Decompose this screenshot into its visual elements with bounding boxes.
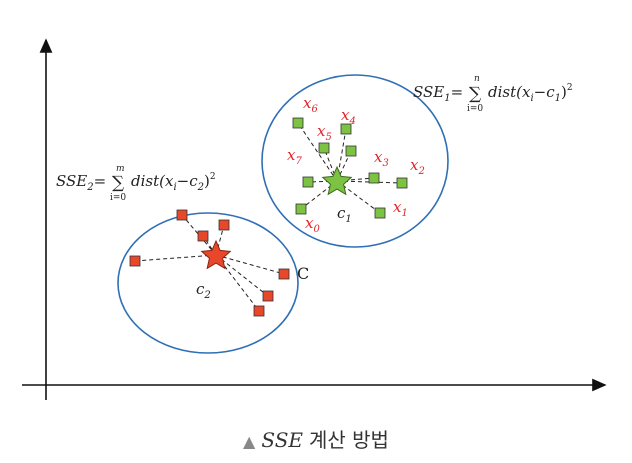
svg-text:∑: ∑ — [112, 173, 124, 193]
point-x6 — [292, 117, 304, 129]
point-r6 — [262, 290, 274, 302]
point-x2 — [396, 177, 408, 189]
svg-text:i=0: i=0 — [110, 193, 126, 203]
cluster-1-boundary — [261, 74, 449, 248]
svg-text:x5: x5 — [317, 122, 332, 143]
svg-text:SSE1=: SSE1= — [413, 83, 463, 104]
centroid-1-star-icon — [321, 165, 353, 196]
centroid-1-label: c1 — [337, 204, 352, 225]
svg-text:∑: ∑ — [469, 84, 481, 104]
svg-text:x4: x4 — [341, 106, 356, 127]
caption-text: 계산 방법 — [309, 428, 389, 452]
centroid-2-star-icon — [200, 239, 232, 270]
centroid-2-label: c2 — [196, 280, 211, 301]
point-r5 — [278, 268, 290, 280]
point-r2 — [176, 209, 188, 221]
svg-text:x6: x6 — [303, 94, 318, 115]
caption-triangle-icon: ▲ — [243, 432, 256, 451]
svg-text:dist(xi−c2)2: dist(xi−c2)2 — [131, 172, 216, 193]
point-x1 — [374, 207, 386, 219]
svg-text:n: n — [474, 74, 480, 84]
formula-sse1: SSE1= ∑ n i=0 dist(xi−c1)2 — [413, 74, 573, 114]
svg-text:dist(xi−c1)2: dist(xi−c1)2 — [488, 83, 573, 104]
point-r4 — [197, 230, 209, 242]
point-r7 — [253, 305, 265, 317]
cluster-2-boundary — [117, 212, 299, 354]
figure-caption: ▲ SSE 계산 방법 — [0, 424, 632, 453]
point-r1 — [129, 255, 141, 267]
caption-symbol: SSE — [261, 428, 303, 452]
point-x3b — [345, 145, 357, 157]
cluster-1-points — [292, 117, 408, 219]
svg-text:i=0: i=0 — [467, 104, 483, 114]
svg-text:SSE2=: SSE2= — [56, 172, 106, 193]
svg-text:x2: x2 — [410, 156, 425, 177]
svg-text:x3: x3 — [374, 148, 389, 169]
formula-sse2: SSE2= ∑ m i=0 dist(xi−c2)2 — [56, 164, 216, 203]
point-x0 — [295, 203, 307, 215]
point-r3 — [218, 219, 230, 231]
svg-text:x0: x0 — [305, 214, 320, 235]
point-x3 — [368, 172, 380, 184]
svg-text:m: m — [116, 164, 125, 174]
svg-text:x1: x1 — [393, 198, 408, 219]
svg-text:x7: x7 — [287, 146, 302, 167]
point-x4 — [340, 123, 352, 135]
point-x5 — [318, 142, 330, 154]
cluster-1-point-labels: x6 x4 x5 x7 x3 x2 x1 x0 — [287, 94, 425, 235]
cluster-2-points — [129, 209, 290, 317]
point-x7 — [302, 176, 314, 188]
cluster-2-point-label: C — [297, 264, 309, 283]
